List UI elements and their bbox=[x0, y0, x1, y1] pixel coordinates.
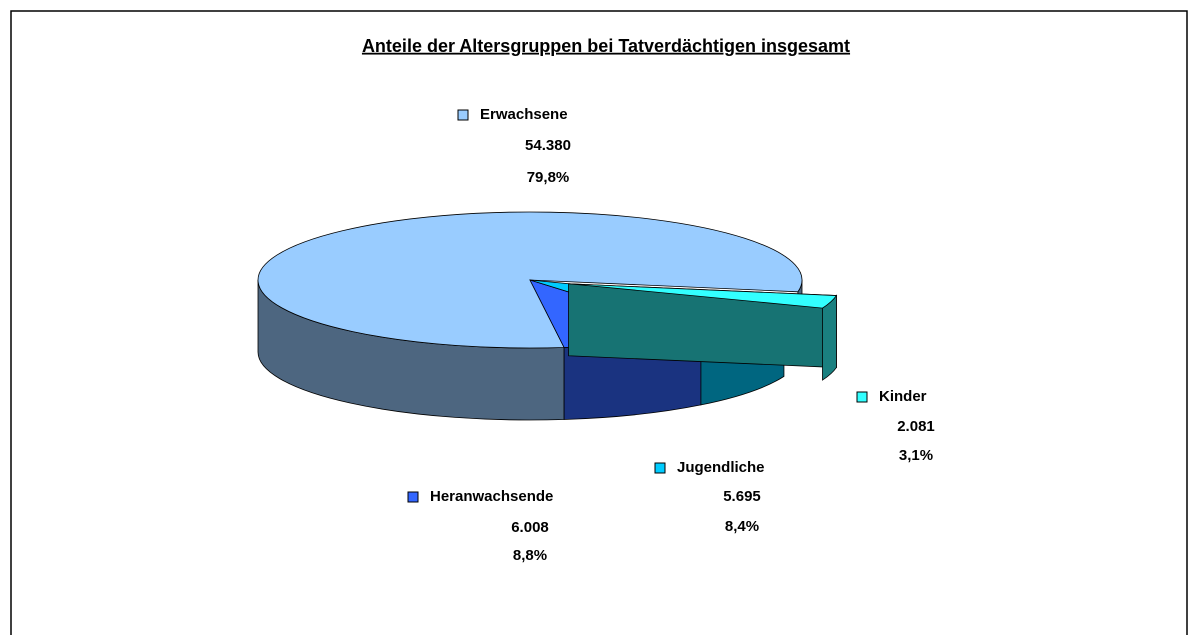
chart-title: Anteile der Altersgruppen bei Tatverdäch… bbox=[362, 36, 850, 56]
slice-percent: 79,8% bbox=[527, 169, 570, 186]
slice-name: Kinder bbox=[879, 388, 927, 405]
pie bbox=[257, 211, 838, 421]
legend-swatch bbox=[457, 109, 469, 121]
slice-value: 5.695 bbox=[723, 488, 761, 505]
labels: Kinder 2.081 3,1% Jugendliche 5.695 8,4% Heran… bbox=[407, 106, 935, 564]
slice-value: 2.081 bbox=[897, 418, 935, 435]
slice-percent: 3,1% bbox=[899, 447, 933, 464]
slice-name: Erwachsene bbox=[480, 106, 568, 123]
slice-value: 54.380 bbox=[525, 137, 571, 154]
legend-swatch bbox=[856, 391, 868, 403]
slice-side bbox=[822, 294, 837, 381]
legend-swatch bbox=[407, 491, 419, 503]
slice-name: Heranwachsende bbox=[430, 488, 553, 505]
slice-percent: 8,8% bbox=[513, 547, 547, 564]
slice-top bbox=[568, 283, 838, 309]
legend-swatch bbox=[654, 462, 666, 474]
slice-name: Jugendliche bbox=[677, 459, 765, 476]
slice-value: 6.008 bbox=[511, 519, 549, 536]
slice-percent: 8,4% bbox=[725, 518, 759, 535]
